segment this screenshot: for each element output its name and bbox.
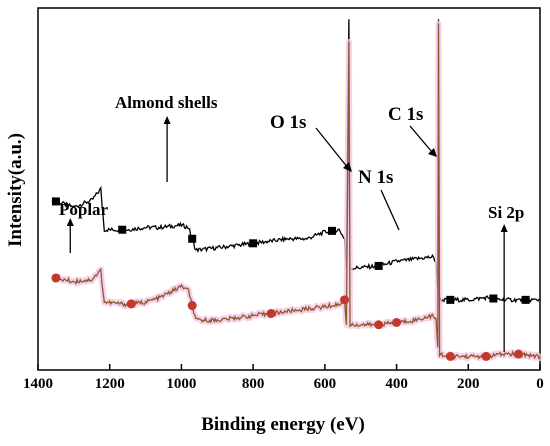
almond-marker — [374, 261, 383, 270]
poplar-glow — [50, 20, 543, 362]
poplar-marker — [374, 320, 384, 330]
y-axis-title: Intensity(a.u.) — [5, 133, 26, 247]
poplar-marker — [126, 299, 136, 309]
almond-marker — [328, 226, 337, 235]
x-axis-ticks: 1400 1200 1000 800 600 400 200 0 — [23, 364, 544, 392]
x-tick-label: 400 — [385, 376, 408, 392]
n1s-arrow-line — [380, 189, 400, 231]
poplar-arrow-head — [66, 218, 74, 226]
label-o1s: O 1s — [270, 112, 306, 133]
almond-marker — [188, 234, 197, 243]
poplar-marker — [481, 351, 491, 361]
label-si2p: Si 2p — [488, 203, 524, 222]
x-tick-label: 1000 — [166, 376, 196, 392]
poplar-marker — [187, 301, 197, 311]
plot-frame — [37, 7, 541, 371]
c1s-arrow-line — [409, 125, 433, 153]
almond-marker — [521, 295, 530, 304]
marker-layer — [51, 197, 530, 361]
x-tick-label: 800 — [242, 376, 265, 392]
poplar-marker — [513, 349, 523, 359]
almond-line — [51, 19, 541, 305]
label-poplar: Poplar — [59, 200, 109, 219]
poplar-marker — [392, 317, 402, 327]
label-almond-shells: Almond shells — [115, 93, 218, 112]
si2p-arrow-head — [500, 224, 508, 232]
o1s-arrow-line — [315, 127, 349, 169]
plot-border — [37, 7, 541, 371]
almond-marker — [249, 239, 258, 248]
series-layer — [50, 19, 543, 362]
poplar-marker — [445, 351, 455, 361]
almond-marker — [489, 294, 498, 303]
x-tick-label: 1200 — [95, 376, 125, 392]
almond-marker — [51, 197, 60, 206]
label-n1s: N 1s — [358, 167, 393, 188]
label-c1s: C 1s — [388, 104, 423, 125]
poplar-marker — [266, 308, 276, 318]
x-tick-label: 1400 — [23, 376, 53, 392]
poplar-marker — [51, 273, 61, 283]
almond-marker — [118, 225, 127, 234]
annotations: Almond shells Poplar O 1s N 1s C 1s Si 2p — [59, 93, 524, 352]
almond-marker — [446, 295, 455, 304]
x-tick-label: 600 — [314, 376, 337, 392]
poplar-marker — [340, 295, 350, 305]
x-tick-label: 0 — [536, 376, 544, 392]
almond-arrow-head — [163, 116, 171, 124]
o1s-arrow-head — [343, 162, 352, 172]
x-axis-title: Binding energy (eV) — [201, 414, 365, 435]
c1s-arrow-head — [428, 148, 437, 157]
x-tick-label: 200 — [457, 376, 480, 392]
